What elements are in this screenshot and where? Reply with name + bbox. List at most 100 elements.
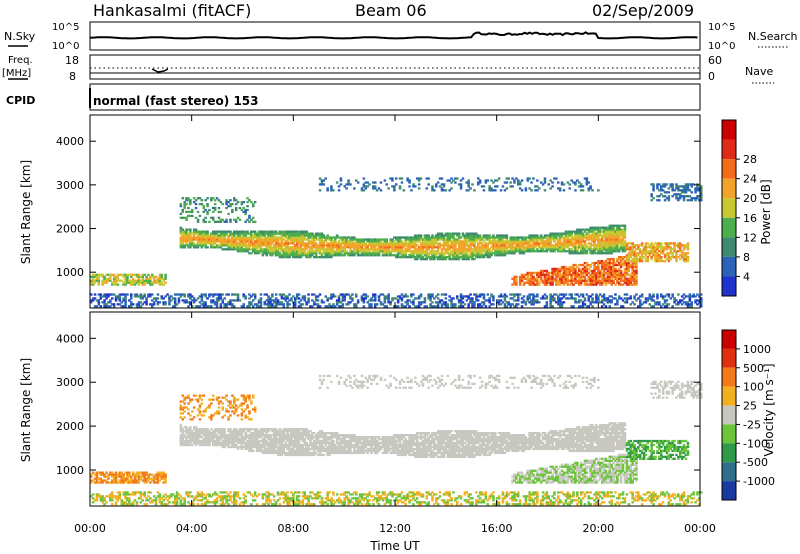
power-cell bbox=[273, 250, 276, 253]
power-cell bbox=[684, 195, 688, 198]
power-cell bbox=[233, 299, 236, 302]
power-cell bbox=[610, 230, 613, 233]
power-cell bbox=[660, 293, 663, 296]
power-cell bbox=[663, 242, 667, 245]
power-cell bbox=[412, 254, 415, 257]
power-cell bbox=[631, 248, 634, 251]
power-cell bbox=[545, 269, 549, 273]
power-cell bbox=[581, 305, 585, 308]
power-cell bbox=[599, 226, 602, 229]
power-cell bbox=[274, 238, 278, 241]
power-cell bbox=[358, 238, 362, 241]
power-cell bbox=[680, 303, 684, 306]
power-cell bbox=[412, 185, 415, 188]
power-cell bbox=[560, 181, 564, 184]
power-cell bbox=[673, 297, 676, 300]
power-cell bbox=[311, 293, 314, 296]
power-cell bbox=[541, 246, 545, 249]
power-cell bbox=[318, 232, 322, 235]
power-cell bbox=[297, 234, 301, 237]
power-cell bbox=[116, 297, 120, 300]
power-cell bbox=[328, 246, 331, 249]
power-cell bbox=[457, 256, 461, 259]
power-cell bbox=[419, 246, 423, 249]
power-cell bbox=[360, 240, 364, 243]
power-cell bbox=[255, 246, 259, 249]
power-cell bbox=[391, 179, 394, 182]
power-cell bbox=[109, 279, 112, 282]
power-cell bbox=[332, 248, 335, 251]
power-cell bbox=[103, 301, 106, 304]
power-cell bbox=[362, 242, 366, 245]
power-cell bbox=[517, 179, 520, 182]
power-cell bbox=[416, 254, 419, 257]
power-cell bbox=[91, 297, 95, 300]
power-cell bbox=[631, 250, 634, 253]
power-cell bbox=[324, 244, 328, 247]
power-cell bbox=[564, 275, 568, 278]
power-cell bbox=[631, 254, 634, 257]
power-cell bbox=[568, 293, 572, 296]
power-cell bbox=[343, 185, 347, 188]
power-cell bbox=[332, 244, 335, 247]
power-cell bbox=[194, 232, 198, 235]
power-cell bbox=[402, 242, 406, 245]
power-cell bbox=[549, 299, 552, 302]
power-cell bbox=[433, 297, 436, 300]
power-cell bbox=[532, 293, 535, 296]
power-cell bbox=[438, 256, 442, 259]
power-cell bbox=[406, 236, 409, 239]
power-cell bbox=[606, 281, 610, 284]
power-cell bbox=[395, 250, 398, 253]
power-cell bbox=[143, 293, 146, 296]
power-cell bbox=[558, 299, 562, 302]
power-cell bbox=[665, 258, 669, 261]
power-cell bbox=[162, 303, 165, 306]
power-cell bbox=[154, 297, 158, 300]
power-cell bbox=[244, 297, 247, 300]
power-cell bbox=[581, 189, 585, 192]
power-cell bbox=[589, 277, 592, 280]
power-cell bbox=[528, 250, 531, 253]
power-cell bbox=[497, 299, 501, 302]
power-cell bbox=[356, 181, 360, 184]
power-cell bbox=[303, 230, 307, 233]
power-cell bbox=[608, 240, 612, 243]
power-cell bbox=[240, 238, 244, 241]
power-cell bbox=[185, 230, 188, 233]
power-cell bbox=[612, 236, 615, 239]
power-cell bbox=[183, 238, 186, 241]
power-cell bbox=[604, 299, 608, 302]
power-cell bbox=[257, 234, 261, 237]
power-cell bbox=[185, 210, 188, 214]
power-cell bbox=[265, 242, 268, 245]
power-cell bbox=[661, 195, 665, 198]
power-cell bbox=[520, 252, 524, 255]
power-cell bbox=[538, 246, 541, 249]
power-cell bbox=[133, 295, 137, 298]
power-cell bbox=[589, 303, 592, 306]
power-cell bbox=[334, 305, 337, 308]
power-cell bbox=[93, 275, 97, 278]
power-cell bbox=[581, 271, 585, 275]
power-cell bbox=[555, 244, 558, 247]
power-cell bbox=[673, 301, 676, 304]
power-cell bbox=[206, 242, 209, 245]
power-cell bbox=[370, 297, 373, 300]
power-cell bbox=[477, 256, 480, 259]
power-cell bbox=[505, 248, 509, 251]
power-cell bbox=[572, 250, 575, 253]
power-cell bbox=[141, 277, 145, 280]
power-cell bbox=[578, 230, 581, 233]
power-cell bbox=[509, 240, 512, 243]
power-cell bbox=[320, 248, 324, 251]
velocity-cell bbox=[95, 473, 99, 476]
power-cell bbox=[303, 250, 307, 253]
power-cell bbox=[217, 299, 221, 302]
power-cell bbox=[322, 236, 326, 239]
power-cell bbox=[600, 260, 604, 263]
power-cell bbox=[107, 295, 110, 298]
power-cell bbox=[362, 299, 366, 302]
power-cell bbox=[374, 248, 377, 251]
power-cell bbox=[267, 230, 270, 233]
